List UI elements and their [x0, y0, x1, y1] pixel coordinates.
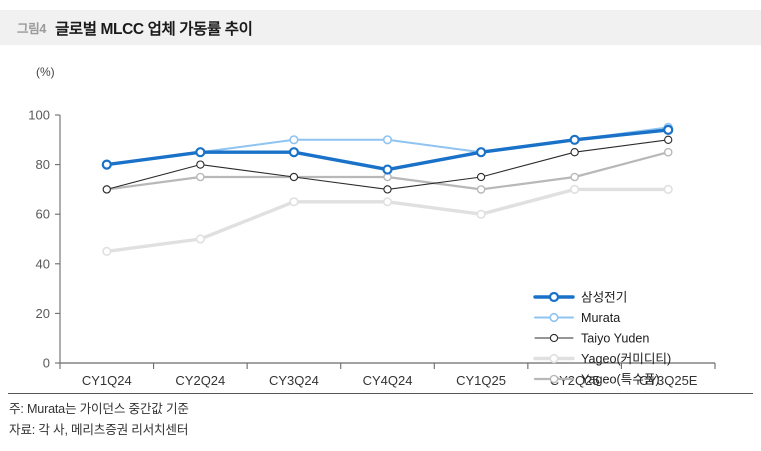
- data-point[interactable]: [663, 124, 674, 135]
- data-point[interactable]: [102, 185, 111, 194]
- data-point[interactable]: [570, 184, 580, 194]
- y-axis-tick-label: 40: [36, 256, 50, 271]
- x-axis-tick-label: CY1Q24: [82, 373, 132, 388]
- footnote-note: 주: Murata는 가이던스 중간값 기준: [9, 402, 189, 416]
- legend-swatch-marker: [549, 312, 559, 323]
- y-axis-tick-label: 0: [43, 356, 50, 371]
- data-point[interactable]: [476, 209, 486, 219]
- page-title: 글로벌 MLCC 업체 가동률 추이: [55, 20, 253, 38]
- data-point[interactable]: [570, 148, 579, 157]
- data-point[interactable]: [196, 172, 205, 182]
- figure-number: 그림4: [17, 22, 47, 36]
- chart-area: (%) 0 20 40 60 80 100 CY1Q24 CY2Q24 CY3Q24 CY4Q24…: [0, 45, 761, 390]
- footnote-divider: [8, 393, 753, 394]
- data-point[interactable]: [663, 147, 673, 157]
- data-point[interactable]: [102, 246, 112, 256]
- series-4: [102, 184, 673, 256]
- data-point[interactable]: [476, 172, 486, 182]
- series-2: [102, 122, 673, 170]
- legend-swatch-marker: [549, 374, 559, 384]
- x-axis-tick-label: CY4Q24: [363, 373, 413, 388]
- footnote-source: 자료: 각 사, 메리츠증권 리서치센터: [9, 423, 189, 437]
- x-axis-tick-label: CY2Q24: [175, 373, 225, 388]
- data-point[interactable]: [664, 135, 673, 144]
- legend-label[interactable]: Taiyo Yuden: [581, 332, 649, 346]
- data-point[interactable]: [196, 160, 205, 169]
- data-point[interactable]: [382, 197, 393, 207]
- series-line: [105, 126, 670, 166]
- y-axis-tick-label: 100: [28, 108, 50, 123]
- y-axis-unit-label: (%): [36, 65, 55, 79]
- data-point[interactable]: [289, 172, 299, 182]
- x-axis-tick-label: CY1Q25: [456, 373, 506, 388]
- series-1: [101, 124, 674, 175]
- x-axis-tick-label: CY3Q24: [269, 373, 319, 388]
- data-point[interactable]: [476, 185, 486, 194]
- legend-label[interactable]: Murata: [581, 311, 620, 325]
- data-point[interactable]: [382, 135, 393, 145]
- data-point[interactable]: [569, 134, 580, 145]
- data-point[interactable]: [195, 234, 205, 244]
- legend-label[interactable]: 삼성전기: [581, 291, 627, 305]
- series-3: [102, 135, 673, 194]
- y-axis-tick-label: 60: [36, 207, 50, 222]
- y-axis-tick-label: 80: [36, 157, 50, 172]
- data-point[interactable]: [288, 147, 300, 158]
- line-chart: 0 20 40 60 80 100 CY1Q24 CY2Q24 CY3Q24 CY4Q24 CY1Q…: [28, 108, 716, 388]
- data-point[interactable]: [289, 135, 299, 145]
- x-axis-tick-label: CY3Q25E: [639, 373, 698, 388]
- data-point[interactable]: [475, 147, 487, 158]
- data-point[interactable]: [382, 164, 393, 175]
- data-point[interactable]: [289, 197, 299, 207]
- footnote-block: 주: Murata는 가이던스 중간값 기준 자료: 각 사, 메리츠증권 리서…: [9, 399, 749, 441]
- data-point[interactable]: [101, 159, 112, 170]
- legend-swatch-marker: [548, 291, 560, 303]
- data-point[interactable]: [663, 184, 673, 194]
- legend-label[interactable]: Yageo(특수품): [581, 373, 660, 387]
- legend-swatch-marker: [549, 333, 559, 343]
- data-point[interactable]: [570, 172, 579, 182]
- legend-label[interactable]: Yageo(커미디티): [581, 352, 671, 366]
- x-axis-tick-label: CY2Q25: [550, 373, 600, 388]
- legend-swatch-marker: [549, 353, 559, 364]
- figure-header: 그림4 글로벌 MLCC 업체 가동률 추이: [0, 10, 761, 45]
- data-point[interactable]: [383, 185, 392, 194]
- y-axis-tick-label: 20: [36, 306, 50, 321]
- data-point[interactable]: [195, 147, 206, 158]
- chart-legend: 삼성전기 Murata Taiyo Yuden Yageo(커미디티) Yageo(특수…: [533, 291, 671, 387]
